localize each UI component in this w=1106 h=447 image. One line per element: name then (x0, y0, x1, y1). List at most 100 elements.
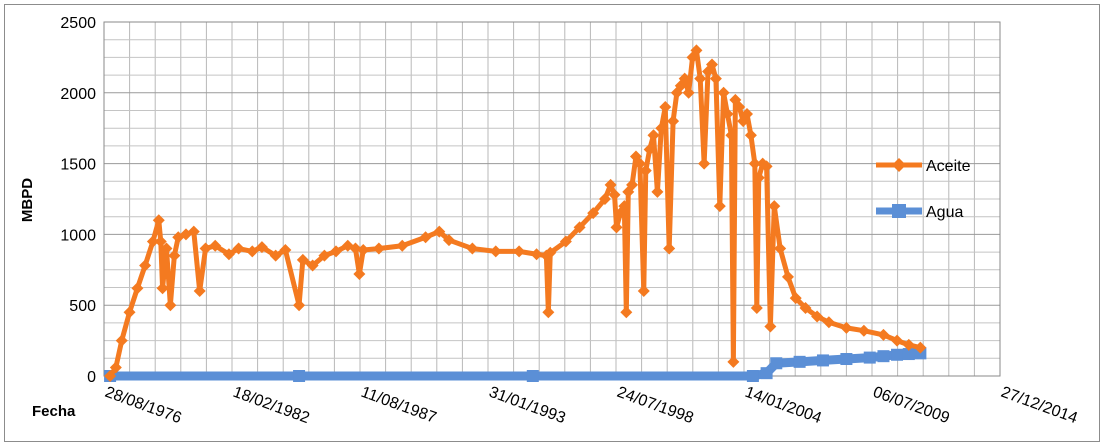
data-point (659, 100, 672, 113)
data-point (306, 259, 319, 272)
data-point (489, 245, 502, 258)
data-point (709, 72, 722, 85)
y-axis-title: MBPD (19, 178, 36, 222)
data-point (372, 242, 385, 255)
data-point (293, 370, 306, 382)
legend-item: Agua (876, 204, 963, 221)
data-point (902, 338, 915, 351)
data-point (620, 306, 633, 319)
data-point (199, 242, 212, 255)
data-point (293, 299, 306, 312)
legend-label: Agua (926, 204, 963, 221)
data-point (863, 351, 876, 364)
data-point (164, 299, 177, 312)
legend: Aceite Agua (876, 158, 971, 221)
data-point (840, 353, 853, 366)
data-point (902, 348, 915, 361)
data-point (139, 259, 152, 272)
data-point (637, 285, 650, 298)
data-point (713, 200, 726, 213)
data-point (168, 249, 181, 262)
data-point (222, 248, 235, 261)
data-point (816, 354, 829, 367)
data-point (131, 282, 144, 295)
data-point (232, 242, 245, 255)
x-axis-title: Fecha (32, 403, 76, 420)
legend-marker (892, 204, 906, 218)
data-point (530, 248, 543, 261)
legend-marker (892, 158, 906, 172)
y-tick-label: 500 (69, 298, 96, 315)
data-point (647, 129, 660, 142)
series-agua (104, 347, 927, 382)
data-point (353, 268, 366, 281)
data-point (152, 214, 165, 227)
data-point (643, 143, 656, 156)
data-point (396, 239, 409, 252)
data-point (146, 235, 159, 248)
data-point (822, 316, 835, 329)
chart-frame (4, 4, 1100, 442)
data-point (573, 221, 586, 234)
data-point (209, 239, 222, 252)
x-tick-label: 31/01/1993 (487, 384, 568, 427)
x-axis-ticks: 28/08/1976 18/02/1982 11/08/1987 31/01/1993… (103, 384, 1080, 427)
data-point (559, 235, 572, 248)
x-tick-label: 06/07/2009 (871, 384, 952, 427)
data-point (618, 200, 631, 213)
data-point (115, 334, 128, 347)
data-point (727, 355, 740, 368)
data-point (651, 185, 664, 198)
data-point (296, 253, 309, 266)
x-tick-label: 24/07/1998 (615, 384, 696, 427)
data-point (193, 285, 206, 298)
data-point (318, 249, 331, 262)
data-point (768, 200, 781, 213)
data-point (789, 292, 802, 305)
data-point (717, 86, 730, 99)
data-point (655, 122, 668, 135)
data-point (608, 188, 621, 201)
data-point (760, 160, 773, 173)
data-point (349, 242, 362, 255)
data-point (725, 129, 738, 142)
data-point (667, 115, 680, 128)
data-point (914, 341, 927, 354)
data-point (744, 129, 757, 142)
x-tick-label: 27/12/2014 (999, 384, 1080, 427)
data-point (357, 243, 370, 256)
y-tick-label: 2000 (60, 86, 96, 103)
data-point (752, 171, 765, 184)
data-point (154, 235, 167, 248)
data-point (598, 193, 611, 205)
data-point (746, 370, 759, 382)
data-point (544, 246, 557, 259)
data-point (764, 320, 777, 333)
data-point (109, 361, 122, 374)
data-point (774, 242, 787, 255)
x-tick-label: 18/02/1982 (231, 384, 312, 427)
data-point (626, 178, 639, 191)
data-point (891, 348, 904, 361)
data-point (123, 306, 136, 319)
data-point (857, 324, 870, 337)
y-axis-ticks: 0 500 1000 1500 2000 2500 (60, 15, 96, 386)
data-point (604, 178, 617, 191)
data-point (706, 58, 718, 71)
legend-item: Aceite (876, 158, 971, 175)
data-point (811, 310, 824, 323)
x-tick-label: 28/08/1976 (103, 384, 184, 427)
legend-label: Aceite (926, 158, 971, 175)
data-point (877, 350, 890, 363)
y-tick-label: 1000 (60, 227, 96, 244)
data-point (330, 245, 342, 258)
data-point (799, 302, 812, 315)
y-tick-label: 1500 (60, 157, 96, 174)
data-point (419, 231, 432, 244)
data-point (891, 334, 904, 347)
data-point (255, 241, 268, 254)
data-point (246, 245, 259, 258)
series-layer (104, 44, 927, 382)
data-point (793, 355, 806, 368)
